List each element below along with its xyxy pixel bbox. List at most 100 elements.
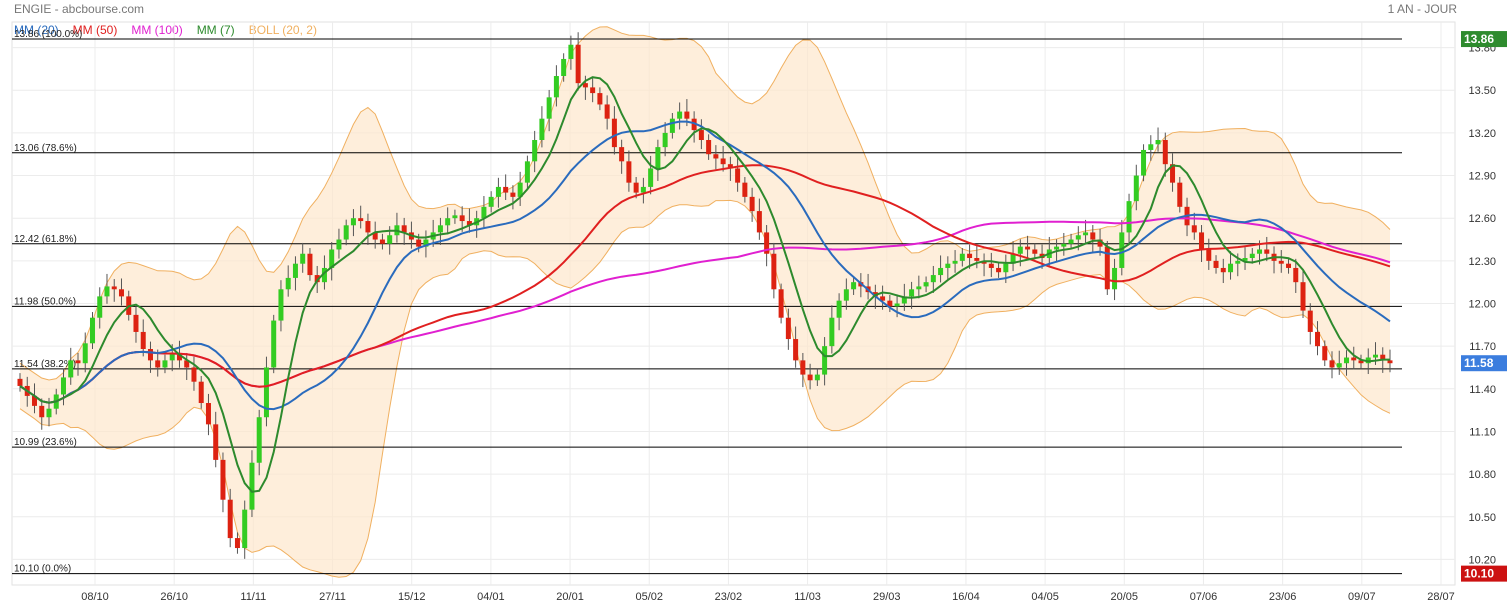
candle-body [1387,360,1393,364]
x-tick-label: 08/10 [81,591,109,603]
candle-body [234,538,240,549]
y-tick-label: 10.50 [1468,512,1496,524]
candle-body [771,253,777,290]
x-tick-label: 20/05 [1111,591,1139,603]
x-tick-label: 29/03 [873,591,901,603]
candle-body [227,499,233,539]
candle-body [1293,267,1299,283]
candle-body [684,111,690,119]
candle-body [561,58,567,77]
fibonacci-label: 11.98 (50.0%) [14,296,76,307]
candle-body [133,314,139,332]
candle-body [329,249,335,268]
candle-body [104,286,110,297]
candle-body [1336,363,1342,368]
candle-body [988,263,994,268]
candle-body [401,225,407,233]
candle-body [466,221,472,226]
fibonacci-label: 13.06 (78.6%) [14,143,77,154]
candle-body [1061,243,1067,247]
candle-body [764,232,770,254]
candle-body [597,93,603,105]
candle-body [546,97,552,119]
candle-body [1242,258,1248,261]
candle-body [481,206,487,219]
candle-body [742,182,748,197]
candle-body [198,381,204,404]
candle-body [97,296,103,318]
candle-body [626,161,632,183]
candle-body [488,196,494,207]
price-marker [1461,355,1507,372]
price-marker-label: 11.58 [1464,356,1494,370]
fibonacci-label: 11.54 (38.2%) [14,359,76,370]
candle-body [300,253,306,264]
candle-body [423,239,429,247]
candle-body [1017,246,1023,254]
legend-item: BOLL (20, 2) [248,23,317,37]
x-tick-label: 15/12 [398,591,426,603]
candle-body [1278,260,1284,264]
candle-body [1257,249,1263,254]
candle-body [358,218,364,222]
legend-item: MM (20) [14,23,59,37]
candle-body [669,118,675,133]
candle-body [445,218,451,226]
chart-source-title: ENGIE - abcbourse.com [14,2,145,16]
candle-body [887,300,893,307]
candle-body [1351,357,1357,361]
candle-body [452,215,458,219]
candle-body [1083,232,1089,236]
x-tick-label: 07/06 [1190,591,1218,603]
candle-body [952,260,958,264]
candle-body [568,44,574,59]
price-marker [1461,565,1507,582]
candle-body [1206,249,1212,261]
candle-body [365,221,371,233]
candle-body [31,395,37,406]
candle-body [930,275,936,283]
price-marker-label: 13.86 [1464,32,1494,46]
candle-body [967,253,973,259]
candle-body [184,360,190,368]
candle-body [691,118,697,131]
candle-body [379,239,385,244]
candle-body [39,405,45,418]
candle-body [735,168,741,183]
candle-body [909,289,915,297]
candle-body [1228,263,1234,273]
candle-body [162,360,168,368]
candle-body [82,343,88,364]
x-tick-label: 26/10 [160,591,188,603]
y-tick-label: 12.90 [1468,171,1496,183]
x-tick-label: 20/01 [556,591,584,603]
candle-body [539,118,545,141]
candle-body [655,147,661,169]
candle-body [213,424,219,460]
candle-body [416,239,422,247]
candle-body [778,289,784,318]
candle-body [1300,282,1306,311]
candle-body [698,130,704,141]
x-tick-label: 11/03 [794,591,821,603]
candle-body [278,289,284,321]
candle-body [503,186,509,193]
candle-body [582,83,588,88]
candle-body [1344,357,1350,364]
candle-body [894,303,900,307]
fibonacci-label: 12.42 (61.8%) [14,234,77,245]
candle-body [1220,267,1226,273]
candle-body [1025,246,1031,250]
candle-body [1126,201,1132,233]
candle-body [1373,354,1379,358]
candle-body [1141,149,1147,176]
candle-body [793,339,799,361]
bollinger-band [20,26,1390,578]
y-tick-label: 12.30 [1468,256,1496,268]
candle-body [996,267,1002,273]
candle-body [1119,232,1125,268]
fibonacci-label: 10.99 (23.6%) [14,437,77,448]
candle-body [1249,253,1255,259]
x-tick-label: 28/07 [1427,591,1455,603]
